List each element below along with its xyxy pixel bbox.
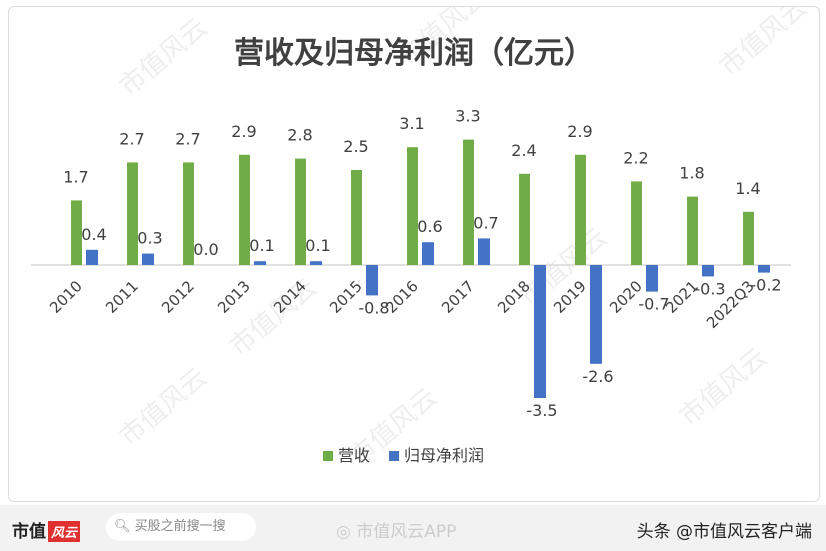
data-label-revenue: 2.9: [567, 122, 592, 141]
x-tick-label: 2017: [438, 277, 478, 317]
legend-label-revenue: 营收: [338, 446, 370, 465]
data-label-net-profit: -0.7: [638, 295, 669, 314]
data-label-revenue: 2.8: [287, 126, 312, 145]
data-label-revenue: 2.4: [511, 141, 536, 160]
data-label-net-profit: 0.4: [81, 225, 106, 244]
brand-text: 市值: [12, 522, 46, 542]
bar-net-profit: [478, 238, 490, 265]
bar-revenue: [295, 158, 306, 265]
bar-net-profit: [310, 261, 322, 265]
x-tick-label: 2013: [214, 277, 254, 317]
legend-swatch-revenue: [323, 451, 333, 461]
bar-revenue: [407, 147, 418, 265]
data-label-net-profit: -0.8: [358, 298, 389, 317]
bar-revenue: [239, 154, 250, 265]
x-tick-label: 2011: [102, 277, 142, 317]
data-label-net-profit: -0.2: [750, 276, 781, 295]
x-tick-label: 2010: [46, 277, 86, 317]
bar-revenue: [71, 200, 82, 265]
data-label-revenue: 2.2: [623, 148, 648, 167]
bar-net-profit: [142, 253, 154, 265]
data-label-net-profit: 0.1: [249, 236, 274, 255]
legend-swatch-net-profit: [389, 451, 399, 461]
watermark: 市值风云: [674, 343, 773, 433]
x-tick-label: 2016: [382, 277, 422, 317]
data-label-revenue: 2.5: [343, 137, 368, 156]
bar-revenue: [687, 196, 698, 265]
bar-net-profit: [86, 249, 98, 265]
search-box[interactable]: 🔍︎ 买股之前搜一搜: [106, 513, 256, 541]
bar-revenue: [183, 162, 194, 265]
data-label-revenue: 2.7: [119, 129, 144, 148]
data-label-net-profit: 0.3: [137, 229, 162, 248]
data-label-revenue: 1.4: [735, 179, 760, 198]
search-icon: 🔍︎: [114, 519, 135, 534]
watermark: 市值风云: [714, 7, 813, 82]
data-label-revenue: 2.9: [231, 122, 256, 141]
data-label-net-profit: 0.7: [473, 213, 498, 232]
bar-revenue: [351, 170, 362, 265]
data-label-net-profit: 0.0: [193, 240, 218, 259]
watermark: 市值风云: [114, 13, 213, 103]
bar-net-profit: [590, 265, 602, 364]
watermark: 市值风云: [114, 363, 213, 453]
bar-net-profit: [254, 261, 266, 265]
weibo-text: 市值风云APP: [356, 522, 457, 542]
footer-bar: 市值 风云 🔍︎ 买股之前搜一搜 ◎ 市值风云APP 头条 @市值风云客户端: [0, 505, 826, 551]
data-label-net-profit: -3.5: [526, 401, 557, 420]
data-label-revenue: 3.1: [399, 114, 424, 133]
chart-title: 营收及归母净利润（亿元）: [234, 36, 594, 71]
data-label-revenue: 1.7: [63, 167, 88, 186]
bar-net-profit: [366, 265, 378, 296]
bar-revenue: [127, 162, 138, 265]
bar-revenue: [519, 173, 530, 265]
legend-label-net-profit: 归母净利润: [404, 446, 484, 465]
weibo-watermark: ◎ 市值风云APP: [336, 517, 456, 542]
x-tick-label: 2012: [158, 277, 198, 317]
brand-logo[interactable]: 市值 风云: [12, 517, 81, 542]
data-label-net-profit: -2.6: [582, 367, 613, 386]
bar-net-profit: [646, 265, 658, 292]
chart-card: 市值风云 市值风云 市值风云 市值风云 市值风云 市值风云 市值风云 市值风云 营收及归母净利润…: [8, 6, 820, 502]
bar-revenue: [743, 211, 754, 265]
bar-revenue: [463, 139, 474, 265]
search-placeholder: 买股之前搜一搜: [134, 519, 226, 534]
toutiao-credit: 头条 @市值风云客户端: [636, 522, 812, 542]
bar-net-profit: [702, 265, 714, 277]
data-label-revenue: 3.3: [455, 107, 480, 126]
data-label-revenue: 2.7: [175, 129, 200, 148]
brand-logo-mark: 风云: [48, 521, 81, 542]
bar-revenue: [575, 154, 586, 265]
data-label-net-profit: 0.6: [417, 217, 442, 236]
weibo-icon: ◎: [336, 522, 357, 542]
data-label-net-profit: -0.3: [694, 279, 725, 298]
bar-net-profit: [534, 265, 546, 398]
bar-net-profit: [422, 242, 434, 265]
data-label-net-profit: 0.1: [305, 236, 330, 255]
data-label-revenue: 1.8: [679, 164, 704, 183]
bar-net-profit: [758, 265, 770, 273]
bar-revenue: [631, 181, 642, 265]
